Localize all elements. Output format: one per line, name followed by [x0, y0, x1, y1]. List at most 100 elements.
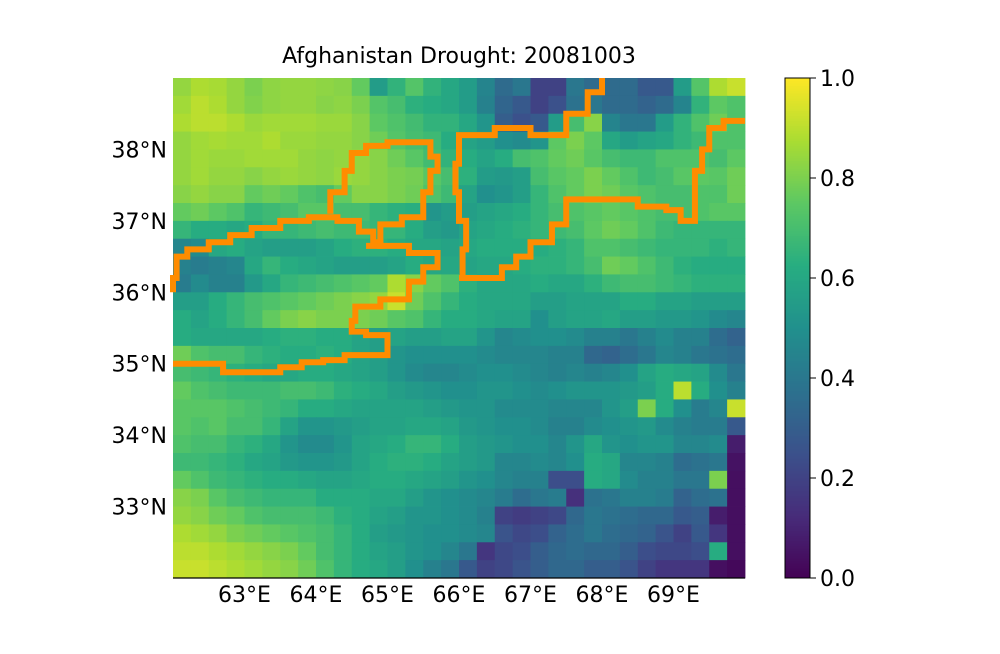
heatmap-cell — [262, 95, 281, 115]
heatmap-cell — [441, 328, 460, 347]
heatmap-cell — [369, 203, 388, 222]
heatmap-cell — [405, 345, 424, 365]
heatmap-cell — [727, 256, 746, 275]
heatmap-cell — [208, 435, 228, 454]
heatmap-cell — [208, 488, 228, 507]
colorbar-segment — [785, 130, 810, 134]
heatmap-cell — [441, 524, 460, 543]
heatmap-cell — [548, 345, 567, 365]
heatmap-cell — [369, 149, 388, 168]
heatmap-cell — [262, 149, 281, 168]
colorbar-segment — [785, 88, 810, 91]
heatmap-cell — [190, 381, 210, 400]
heatmap-cell — [244, 149, 263, 168]
heatmap-cell — [691, 78, 710, 97]
heatmap-cell — [351, 185, 371, 204]
heatmap-cell — [602, 345, 621, 365]
heatmap-cell — [316, 417, 335, 436]
heatmap-cell — [369, 310, 388, 329]
colorbar-segment — [785, 543, 810, 546]
heatmap-cell — [619, 292, 639, 311]
heatmap-cell — [727, 167, 746, 186]
heatmap-cell — [494, 167, 514, 186]
heatmap-cell — [637, 185, 657, 204]
heatmap-cell — [298, 274, 317, 293]
heatmap-cell — [637, 453, 657, 472]
heatmap-cell — [316, 488, 335, 507]
colorbar-frame — [784, 77, 811, 579]
y-tick-label: 37°N — [112, 210, 167, 235]
x-tick-label: 67°E — [504, 583, 557, 608]
heatmap-cell — [512, 131, 531, 150]
heatmap-cell — [333, 131, 353, 150]
colorbar-segment — [785, 203, 810, 206]
heatmap-cell — [441, 399, 460, 418]
heatmap-cell — [494, 488, 514, 507]
colorbar-segment — [785, 135, 810, 139]
heatmap-cell — [619, 435, 639, 454]
country-border — [452, 78, 605, 281]
colorbar-segment — [785, 270, 810, 274]
heatmap-cell — [208, 399, 228, 418]
colorbar-segment — [785, 128, 810, 131]
heatmap-cell — [512, 274, 531, 293]
colorbar-tick-label: 1.0 — [820, 67, 855, 92]
heatmap-cell — [584, 238, 603, 257]
heatmap-cell — [459, 95, 478, 115]
heatmap-cell — [369, 542, 388, 561]
colorbar-segment — [785, 383, 810, 386]
heatmap-cell — [655, 256, 674, 275]
heatmap-cell — [280, 417, 299, 436]
heatmap-cell — [566, 238, 585, 257]
colorbar-segment — [785, 95, 810, 99]
heatmap-cell — [441, 381, 460, 400]
heatmap-cell — [369, 274, 388, 293]
heatmap-cell — [655, 506, 674, 525]
colorbar-segment — [785, 563, 810, 566]
heatmap-cell — [333, 310, 353, 329]
heatmap-cell — [226, 506, 245, 525]
heatmap-cell — [727, 310, 746, 329]
colorbar-segment — [785, 273, 810, 276]
heatmap-cell — [602, 488, 621, 507]
heatmap-cell — [208, 417, 228, 436]
x-tick-label: 64°E — [290, 583, 343, 608]
heatmap-cell — [673, 488, 692, 507]
colorbar-segment — [785, 500, 810, 504]
heatmap-cell — [405, 310, 424, 329]
heatmap-cell — [512, 328, 531, 347]
heatmap-cell — [226, 328, 245, 347]
colorbar-segment — [785, 105, 810, 109]
heatmap-cell — [530, 167, 549, 186]
y-axis-ticks: 33°N 34°N 35°N 36°N 37°N 38°N — [112, 138, 167, 520]
heatmap-cell — [423, 542, 442, 561]
heatmap-cell — [655, 95, 674, 115]
heatmap-cell — [494, 453, 514, 472]
heatmap-cell — [173, 524, 192, 543]
chart-title: Afghanistan Drought: 20081003 — [282, 44, 636, 69]
colorbar-segment — [785, 568, 810, 571]
heatmap-cell — [727, 363, 746, 382]
colorbar-segment — [785, 380, 810, 384]
heatmap-cell — [208, 113, 228, 132]
heatmap-cell — [280, 131, 299, 150]
heatmap-cell — [405, 470, 424, 490]
heatmap-cell — [459, 363, 478, 382]
heatmap-cell — [173, 113, 192, 132]
heatmap-cell — [727, 542, 746, 561]
colorbar-segment — [785, 85, 810, 89]
heatmap-cell — [369, 470, 388, 490]
heatmap-cell — [226, 435, 245, 454]
heatmap-cell — [387, 328, 406, 347]
heatmap-cell — [673, 256, 692, 275]
heatmap-cell — [441, 560, 460, 579]
heatmap-cell — [298, 328, 317, 347]
colorbar-segment — [785, 340, 810, 344]
heatmap-cell — [190, 506, 210, 525]
colorbar-segment — [785, 240, 810, 244]
heatmap-cell — [387, 560, 406, 579]
heatmap-cell — [619, 524, 639, 543]
heatmap-cell — [727, 78, 746, 97]
colorbar-segment — [785, 460, 810, 464]
colorbar-segment — [785, 495, 810, 499]
